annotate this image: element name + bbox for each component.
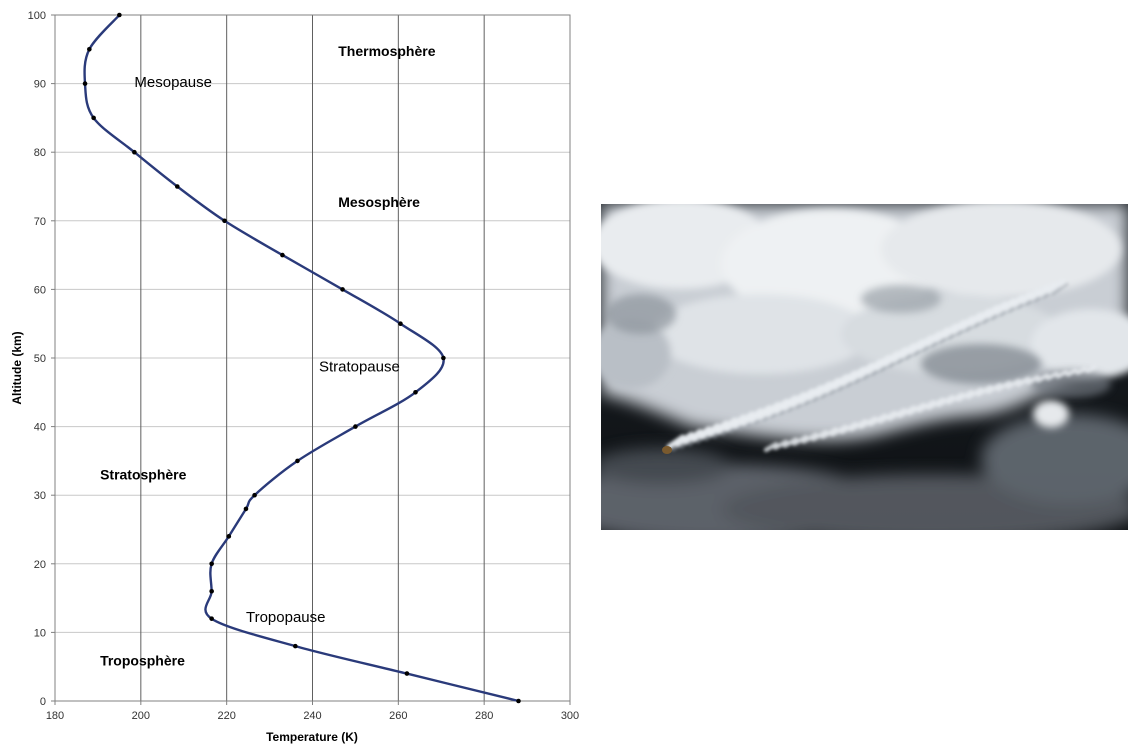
data-point <box>413 390 418 395</box>
wave-stripe <box>868 413 887 427</box>
data-point <box>398 321 403 327</box>
wave-stripe <box>1051 282 1069 296</box>
y-tick-label: 80 <box>34 147 46 159</box>
wave-stripe <box>887 407 907 421</box>
wave-stripe <box>849 418 868 432</box>
wave-stripe <box>773 439 789 451</box>
y-tick-label: 60 <box>34 284 46 296</box>
chart-grid <box>55 15 570 701</box>
x-tick-label: 280 <box>475 710 493 722</box>
data-point <box>117 12 122 18</box>
data-point <box>209 588 214 594</box>
data-point <box>441 355 446 361</box>
wave-stripe <box>1075 366 1088 375</box>
annotations: Thermosphère Mesopause Mesosphère Stratopau… <box>100 43 436 668</box>
y-tick-label: 30 <box>34 490 46 502</box>
y-tick-label: 90 <box>34 79 46 91</box>
data-point <box>132 149 137 155</box>
wave-stripe <box>1015 376 1031 387</box>
x-tick-label: 180 <box>46 710 64 722</box>
wave-stripe <box>782 437 799 448</box>
data-point <box>353 424 358 429</box>
wave-stripe <box>878 410 897 424</box>
wave-stripe <box>936 394 955 408</box>
wave-stripe <box>1045 371 1059 381</box>
y-tick-label: 50 <box>34 353 46 365</box>
data-point <box>91 115 96 121</box>
data-point <box>252 492 257 498</box>
wave-stripe <box>858 416 878 429</box>
data-point <box>226 534 232 539</box>
wave-stripe <box>956 389 974 402</box>
data-points <box>82 12 521 704</box>
wave-cloud-stripes <box>666 278 1097 453</box>
wave-stripe <box>985 383 1002 395</box>
x-tick-label: 220 <box>217 710 235 722</box>
data-point <box>82 81 88 86</box>
y-tick-label: 20 <box>34 559 46 571</box>
wave-stripe <box>801 432 818 444</box>
data-point <box>87 47 92 52</box>
wave-stripe <box>830 424 848 437</box>
data-point <box>340 287 345 292</box>
wave-stripe <box>916 399 936 413</box>
data-point <box>209 616 214 621</box>
data-point <box>222 218 227 224</box>
data-point <box>404 671 410 676</box>
wave-stripe <box>907 402 926 416</box>
wave-stripe <box>763 441 779 453</box>
y-tick-label: 70 <box>34 216 46 228</box>
annotation-label: Stratopause <box>319 359 400 376</box>
x-axis-ticks: 180 200 220 240 260 280 300 <box>46 701 579 722</box>
annotation-label: Troposphère <box>100 652 185 668</box>
data-point <box>175 184 180 189</box>
wave-stripe <box>1025 374 1040 385</box>
annotation-label: Mesopause <box>134 74 212 91</box>
y-tick-label: 40 <box>34 422 46 434</box>
x-tick-label: 260 <box>389 710 407 722</box>
wave-stripe <box>897 405 917 419</box>
island <box>662 446 672 454</box>
wave-stripe <box>1005 378 1021 390</box>
data-point <box>209 561 214 567</box>
temperature-altitude-chart: 180 200 220 240 260 280 300 0 10 20 30 40 50 60 70 80 9… <box>10 10 579 744</box>
wave-stripe <box>946 392 965 405</box>
wave-stripe <box>1055 369 1069 379</box>
data-point <box>293 643 298 649</box>
data-point <box>295 458 300 464</box>
wave-stripe <box>810 429 828 442</box>
wave-stripe <box>926 397 945 410</box>
data-point <box>280 252 285 258</box>
y-tick-label: 100 <box>28 10 46 22</box>
wave-cloud-satellite-photo <box>601 204 1128 530</box>
wave-stripe <box>1065 367 1078 377</box>
annotation-label: Tropopause <box>246 609 326 626</box>
y-tick-label: 10 <box>34 627 46 639</box>
x-tick-label: 240 <box>303 710 321 722</box>
y-axis-ticks: 0 10 20 30 40 50 60 70 80 90 100 <box>28 10 55 708</box>
wave-stripe <box>1035 373 1050 383</box>
satellite-image <box>601 204 1128 530</box>
annotation-label: Thermosphère <box>338 43 435 59</box>
x-tick-label: 300 <box>561 710 579 722</box>
wave-stripe <box>996 380 1012 392</box>
y-axis-title: Altitude (km) <box>10 331 24 404</box>
data-point <box>516 698 521 704</box>
y-tick-label: 0 <box>40 696 46 708</box>
wave-stripe <box>966 387 984 400</box>
x-axis-title: Temperature (K) <box>266 730 358 744</box>
wave-stripe <box>1046 278 1066 294</box>
wave-stripe <box>1085 364 1097 373</box>
wave-stripe <box>820 426 838 439</box>
data-point <box>243 506 249 512</box>
annotation-label: Stratosphère <box>100 466 187 482</box>
wave-stripe <box>792 434 809 446</box>
x-tick-label: 200 <box>132 710 150 722</box>
wave-stripe <box>839 421 858 434</box>
annotation-label: Mesosphère <box>338 194 420 210</box>
wave-stripe <box>976 385 993 397</box>
